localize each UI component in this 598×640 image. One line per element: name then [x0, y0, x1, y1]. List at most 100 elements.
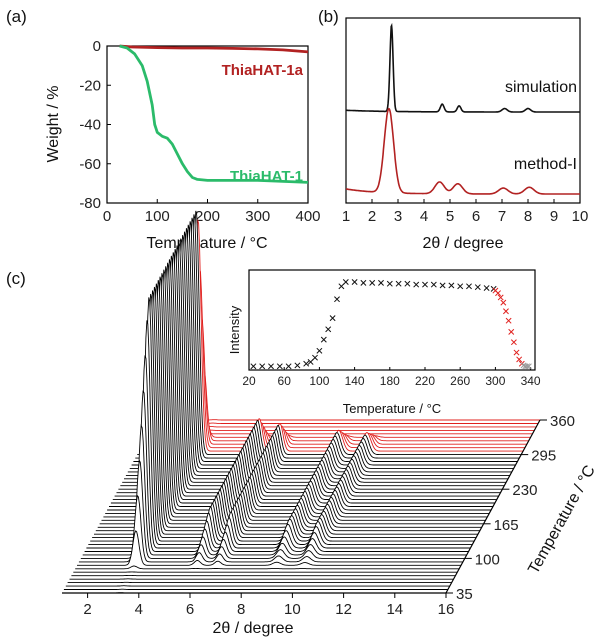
inset-point-black — [320, 336, 327, 343]
inset-point-black — [439, 282, 446, 289]
panel-c-xtick-label: 10 — [284, 601, 301, 618]
inset-point-black — [395, 280, 402, 287]
panel-a-series-thiahat-1a — [119, 44, 309, 54]
panel-c-ztick-label: 165 — [494, 517, 519, 534]
inset-point-gray — [525, 363, 532, 370]
inset-point-black — [466, 283, 472, 290]
panel-a-xtick-label: 300 — [245, 208, 270, 225]
panel-b-xtick-label: 6 — [472, 208, 480, 225]
inset-point-black — [316, 347, 323, 354]
panel-c-xtick-label: 6 — [186, 601, 194, 618]
inset-point-black — [307, 359, 314, 365]
inset-xtick-label: 140 — [345, 374, 365, 388]
panel-label-b: (b) — [318, 7, 339, 26]
inset-point-gray — [524, 363, 531, 370]
inset-point-black — [386, 280, 393, 287]
panel-b-xlabel: 2θ / degree — [423, 235, 504, 252]
panel-c-ztick-label: 295 — [531, 448, 556, 465]
panel-a-xtick-label: 200 — [195, 208, 220, 225]
inset-xtick-label: 20 — [242, 374, 256, 388]
panel-c-trace — [75, 565, 460, 570]
inset-ylabel: Intensity — [227, 305, 242, 354]
inset-point-black — [303, 360, 310, 367]
inset-point-red — [516, 356, 523, 363]
inset-intensity-chart: 20 60 100 140 180 220 260 300 340 Temperature / … — [227, 264, 541, 416]
inset-point-red — [497, 294, 504, 301]
panel-c-xtick-label: 12 — [335, 601, 352, 618]
inset-xtick-label: 60 — [278, 374, 292, 388]
inset-point-red — [495, 290, 501, 297]
panel-c-ztick-label: 100 — [475, 551, 500, 568]
inset-point-black — [360, 279, 367, 286]
panel-a-series-thiahat-1 — [119, 44, 309, 184]
inset-point-black — [250, 363, 257, 370]
panel-c-ztick-label: 230 — [512, 482, 537, 499]
panel-a-ytick-label: -40 — [79, 117, 101, 134]
inset-point-black — [369, 279, 376, 286]
legend-method-i: method-I — [514, 156, 577, 173]
panel-a-xtick-label: 0 — [103, 208, 111, 225]
inset-point-black — [312, 354, 318, 361]
panel-a-ylabel: Weight / % — [45, 85, 62, 162]
panel-b-xtick-label: 7 — [498, 208, 506, 225]
inset-xtick-label: 220 — [415, 374, 435, 388]
inset-point-black — [285, 363, 292, 370]
panel-c-temperature-label: Temperature / °C — [525, 463, 598, 577]
inset-point-black — [276, 363, 283, 370]
panel-a-ytick-label: -60 — [79, 156, 101, 173]
panel-c-xlabel: 2θ / degree — [213, 620, 294, 637]
panel-b-xtick-label: 1 — [342, 208, 350, 225]
inset-point-black — [259, 363, 266, 370]
inset-point-red — [500, 299, 507, 306]
panel-c-xtick-label: 16 — [438, 601, 455, 618]
inset-point-black — [483, 285, 490, 291]
inset-point-black — [474, 284, 481, 291]
legend-thiahat-1: ThiaHAT-1 — [230, 168, 303, 185]
inset-point-black — [351, 279, 358, 285]
panel-a-tga-chart: 0 100 200 300 400 0 -20 -40 -60 -80 Temperature /… — [45, 38, 321, 252]
inset-xtick-label: 180 — [380, 374, 400, 388]
inset-xlabel: Temperature / °C — [343, 401, 441, 416]
panel-c-xtick-label: 14 — [386, 601, 403, 618]
inset-xtick-label: 260 — [450, 374, 470, 388]
panel-b-xtick-label: 4 — [420, 208, 428, 225]
inset-point-black — [448, 282, 455, 289]
panel-c-ztick-label: 360 — [550, 413, 575, 430]
inset-xtick-label: 300 — [485, 374, 505, 388]
panel-label-a: (a) — [6, 7, 27, 26]
inset-point-black — [342, 279, 349, 285]
panel-c-trace — [86, 355, 471, 549]
panel-c-temperature-axis — [445, 419, 541, 594]
inset-point-black — [325, 326, 332, 333]
inset-point-black — [430, 281, 437, 288]
panel-c-ztick-label: 35 — [456, 586, 473, 603]
panel-c-xtick-label: 4 — [135, 601, 143, 618]
inset-point-black — [268, 363, 274, 370]
panel-b-xtick-label: 2 — [368, 208, 376, 225]
inset-point-black — [404, 280, 411, 287]
panel-b-pxrd-chart: 1 2 3 4 5 6 7 8 9 10 2θ / degree simulation metho… — [342, 17, 588, 252]
panel-c-xtick-label: 2 — [83, 601, 91, 618]
panel-a-xlabel: Temperature / °C — [146, 235, 267, 252]
panel-c-xtick-label: 8 — [237, 601, 245, 618]
inset-xtick-label: 100 — [309, 374, 329, 388]
panel-b-xtick-label: 5 — [446, 208, 454, 225]
inset-point-black — [294, 362, 301, 369]
inset-point-black — [334, 296, 340, 303]
panel-b-series-method-i — [346, 107, 580, 195]
panel-label-c: (c) — [6, 269, 26, 288]
panel-b-series-simulation — [346, 22, 580, 113]
panel-b-xtick-label: 8 — [524, 208, 532, 225]
inset-point-red — [503, 308, 509, 315]
inset-axes-frame — [248, 269, 536, 371]
panel-c-trace — [80, 459, 465, 559]
panel-a-ytick-label: -20 — [79, 77, 101, 94]
panel-a-xtick-label: 400 — [295, 208, 320, 225]
panel-a-xtick-label: 100 — [145, 208, 170, 225]
inset-point-black — [378, 279, 384, 286]
panel-c-trace — [82, 423, 467, 556]
panel-c-trace — [77, 530, 461, 566]
inset-point-red — [505, 317, 512, 324]
